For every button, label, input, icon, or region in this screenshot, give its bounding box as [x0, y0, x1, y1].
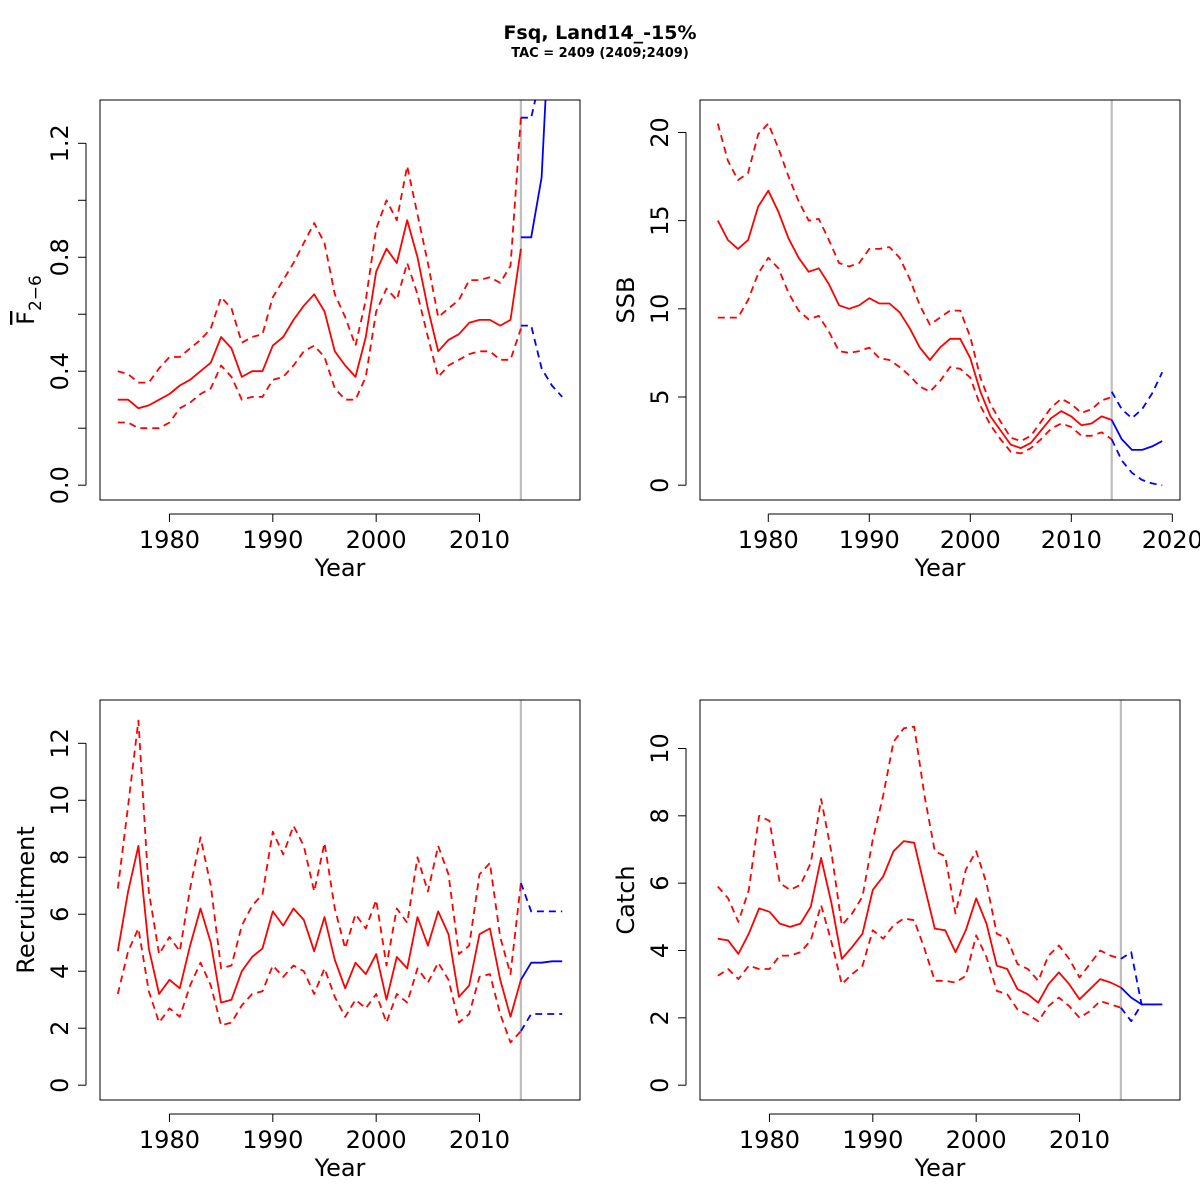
- series-line-lower: [717, 256, 1113, 455]
- y-tick-label: 6: [646, 876, 674, 891]
- x-tick-label: 1990: [842, 1126, 903, 1154]
- series-line-estimate: [717, 189, 1112, 450]
- x-tick-label: 2000: [346, 526, 407, 554]
- x-tick-label: 1990: [242, 1126, 303, 1154]
- series-line-lower: [117, 262, 522, 430]
- series-line-upper: [717, 725, 1122, 982]
- series-line-upper: [116, 719, 522, 975]
- x-tick-label: 2010: [449, 1126, 510, 1154]
- y-tick-label: 4: [46, 964, 74, 979]
- y-tick-label: 2: [46, 1021, 74, 1036]
- series-group: [116, 719, 563, 1044]
- series-line-projection-upper: [520, 100, 537, 119]
- y-axis-label: Recruitment: [12, 826, 40, 973]
- x-tick-label: 1980: [139, 526, 200, 554]
- x-axis-label: Year: [914, 1154, 966, 1182]
- x-tick-label: 2000: [346, 1126, 407, 1154]
- x-axis-label: Year: [314, 1154, 366, 1182]
- series-group: [716, 122, 1164, 487]
- x-tick-label: 1980: [739, 1126, 800, 1154]
- y-tick-label: 0: [646, 1078, 674, 1093]
- series-line-estimate: [717, 840, 1122, 1004]
- series-group: [117, 100, 563, 430]
- x-tick-label: 1980: [139, 1126, 200, 1154]
- y-tick-label: 10: [646, 733, 674, 764]
- chart-panel-fbar: 1980 1990 2000 2010 Year 0.0 0.4 0.8 1.2 F2−6: [12, 99, 581, 582]
- y-tick-label: 4: [646, 943, 674, 958]
- y-axis-label: Catch: [612, 865, 640, 934]
- plot-frame: [699, 99, 1181, 501]
- chart-panel-recruitment: 1980 1990 2000 2010 Year 0 2 4 6 8 10 12 Recruitment: [12, 699, 581, 1182]
- y-tick-label: 10: [646, 294, 674, 325]
- x-tick-label: 1990: [242, 526, 303, 554]
- y-tick-label: 5: [646, 389, 674, 404]
- y-tick-label: 0: [46, 1078, 74, 1093]
- plot-frame: [99, 699, 581, 1101]
- chart-panel-catch: 1980 1990 2000 2010 Year 0 2 4 6 8 10 Catch: [612, 699, 1181, 1182]
- series-line-upper: [117, 117, 522, 384]
- series-line-projection: [1110, 419, 1163, 451]
- y-axis-label: F2−6: [12, 275, 46, 325]
- y-tick-label: 8: [646, 808, 674, 823]
- x-tick-label: 1980: [738, 526, 799, 554]
- series-line-projection-upper: [520, 882, 563, 913]
- y-axis-label: SSB: [612, 277, 640, 324]
- x-tick-label: 2000: [940, 526, 1001, 554]
- x-tick-label: 2010: [1049, 1126, 1110, 1154]
- y-tick-label: 15: [646, 205, 674, 236]
- y-tick-label: 10: [46, 785, 74, 816]
- y-tick-label: 0.4: [46, 352, 74, 390]
- y-tick-label: 8: [46, 850, 74, 865]
- x-tick-label: 2010: [449, 526, 510, 554]
- series-line-estimate: [116, 845, 522, 1018]
- series-line-projection-lower: [520, 324, 563, 398]
- chart-panel-ssb: 1980 1990 2000 2010 2020 Year 0 5 10 15 20 SSB: [612, 99, 1200, 582]
- x-axis-label: Year: [914, 554, 966, 582]
- series-line-projection-upper: [1120, 951, 1163, 1006]
- x-axis-label: Year: [314, 554, 366, 582]
- series-line-lower: [116, 927, 522, 1044]
- plot-frame: [699, 699, 1181, 1101]
- figure-title: Fsq, Land14_-15%: [503, 22, 697, 44]
- series-group: [717, 725, 1163, 1023]
- y-tick-label: 0.8: [46, 238, 74, 276]
- x-tick-label: 2000: [946, 1126, 1007, 1154]
- x-tick-label: 1990: [839, 526, 900, 554]
- series-line-lower: [717, 904, 1122, 1023]
- series-line-projection-lower: [1110, 438, 1163, 487]
- figure-subtitle: TAC = 2409 (2409;2409): [511, 46, 689, 61]
- y-tick-label: 6: [46, 907, 74, 922]
- series-line-projection-lower: [520, 1013, 563, 1032]
- plot-frame: [99, 99, 581, 501]
- x-tick-label: 2010: [1041, 526, 1102, 554]
- series-line-projection: [520, 100, 547, 239]
- series-line-projection: [520, 960, 563, 981]
- y-tick-label: 2: [646, 1010, 674, 1025]
- series-line-estimate: [117, 219, 522, 410]
- y-tick-label: 0: [646, 478, 674, 493]
- series-line-upper: [716, 122, 1112, 443]
- y-tick-label: 12: [46, 728, 74, 759]
- series-line-projection-upper: [1110, 371, 1164, 420]
- y-tick-label: 0.0: [46, 466, 74, 504]
- y-tick-label: 20: [646, 117, 674, 148]
- x-tick-label: 2020: [1142, 526, 1200, 554]
- y-tick-label: 1.2: [46, 124, 74, 162]
- series-line-projection-lower: [1120, 1003, 1163, 1023]
